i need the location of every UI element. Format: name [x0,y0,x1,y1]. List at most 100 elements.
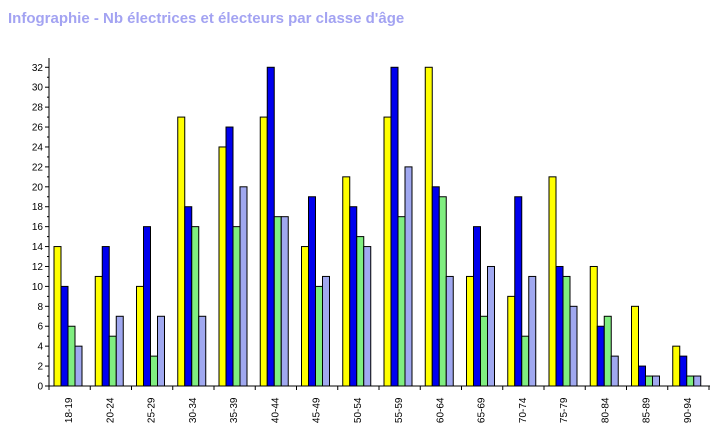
y-tick-label: 10 [32,282,44,293]
bar-45-49-s1 [301,246,309,387]
y-tick-label: 8 [37,302,43,313]
x-tick-label: 75-79 [559,397,570,423]
bar-40-44-s2 [266,66,275,387]
y-tick-label: 12 [32,262,44,273]
bar-80-84-s1 [589,265,598,387]
x-tick-label: 25-29 [147,397,158,423]
bar-40-44-s1 [259,116,268,387]
bar-20-24-s3 [108,335,117,387]
bar-40-44-s4 [280,216,289,387]
bar-60-64-s3 [438,196,447,387]
y-tick-label: 26 [32,123,44,134]
bar-20-24-s2 [101,246,110,387]
y-tick-label: 28 [32,103,44,114]
bar-25-29-s3 [150,355,158,387]
bar-85-89-s2 [638,365,646,387]
y-tick-label: 24 [32,142,44,153]
x-tick-label: 55-59 [394,397,405,423]
x-tick-label: 45-49 [312,397,323,423]
bar-90-94-s1 [672,345,681,387]
bar-90-94-s4 [693,375,702,387]
bar-45-49-s2 [308,196,316,387]
bar-80-84-s3 [603,315,612,387]
bar-90-94-s3 [686,375,695,387]
bar-18-19-s3 [67,325,76,387]
bar-25-29-s4 [157,315,165,387]
bar-65-69-s3 [480,315,488,387]
bar-70-74-s3 [521,335,530,387]
x-tick-label: 35-39 [229,397,240,423]
bar-85-89-s1 [631,305,639,387]
bar-55-59-s2 [390,66,399,387]
bar-18-19-s1 [53,246,62,387]
x-tick-label: 80-84 [600,397,611,423]
bar-70-74-s4 [528,275,537,387]
x-tick-label: 70-74 [518,397,529,423]
bar-85-89-s4 [652,375,660,387]
bar-60-64-s4 [445,275,454,387]
y-tick-label: 2 [37,362,43,373]
x-tick-label: 20-24 [105,397,116,423]
bar-85-89-s3 [645,375,653,387]
bar-30-34-s3 [191,226,200,387]
y-tick-label: 14 [32,242,44,253]
bar-18-19-s2 [60,285,69,387]
bar-75-79-s3 [562,275,571,387]
bar-30-34-s1 [177,116,186,387]
x-tick-label: 90-94 [683,397,694,423]
bar-75-79-s2 [555,265,564,387]
bar-90-94-s2 [679,355,688,387]
y-tick-label: 16 [32,222,44,233]
bar-55-59-s1 [383,116,392,387]
bar-35-39-s3 [232,226,241,387]
bar-18-19-s4 [74,345,83,387]
y-tick-label: 30 [32,83,44,94]
y-tick-label: 0 [37,382,43,393]
bar-35-39-s2 [225,126,234,387]
bar-55-59-s4 [404,166,413,387]
bar-25-29-s1 [136,285,144,387]
bar-25-29-s2 [143,226,151,387]
y-tick-label: 4 [37,342,43,353]
x-tick-label: 18-19 [64,397,75,423]
bar-45-49-s3 [315,285,323,387]
x-tick-label: 60-64 [435,397,446,423]
bar-70-74-s1 [507,295,516,387]
bar-45-49-s4 [322,275,330,387]
y-tick-label: 18 [32,202,44,213]
y-tick-label: 6 [37,322,43,333]
bar-35-39-s4 [239,186,248,387]
x-tick-label: 65-69 [477,397,488,423]
y-tick-label: 22 [32,162,44,173]
bar-75-79-s4 [569,305,578,387]
bar-50-54-s3 [356,236,365,387]
bar-65-69-s2 [473,226,481,387]
bar-40-44-s3 [273,216,282,387]
bar-20-24-s1 [94,275,103,387]
y-tick-label: 32 [32,63,44,74]
bar-30-34-s4 [198,315,207,387]
bar-70-74-s2 [514,196,523,387]
bar-35-39-s1 [218,146,227,387]
bar-20-24-s4 [115,315,124,387]
bar-75-79-s1 [548,176,557,387]
x-tick-label: 50-54 [353,397,364,423]
bar-50-54-s4 [363,246,372,387]
bars-group [53,66,702,387]
x-tick-label: 40-44 [270,397,281,423]
bar-50-54-s2 [349,206,358,387]
y-tick-label: 20 [32,182,44,193]
bar-50-54-s1 [342,176,351,387]
bar-80-84-s2 [596,325,605,387]
bar-80-84-s4 [610,355,619,387]
bar-65-69-s4 [487,265,495,387]
bar-65-69-s1 [466,275,474,387]
bar-30-34-s2 [184,206,193,387]
bar-60-64-s2 [431,186,440,387]
bar-55-59-s3 [397,216,406,387]
x-tick-label: 30-34 [188,397,199,423]
bar-60-64-s1 [424,66,433,387]
chart-title: Infographie - Nb électrices et électeurs… [8,10,405,27]
x-tick-label: 85-89 [642,397,653,423]
